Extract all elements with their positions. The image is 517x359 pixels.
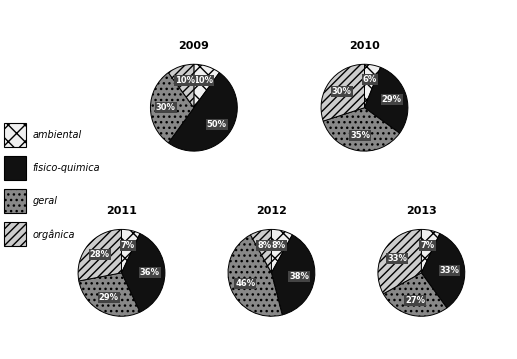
Wedge shape (271, 235, 315, 315)
Wedge shape (78, 229, 121, 281)
Wedge shape (364, 67, 408, 133)
Text: ambiental: ambiental (32, 130, 82, 140)
Text: 36%: 36% (140, 268, 160, 278)
Text: 29%: 29% (382, 95, 402, 104)
Wedge shape (150, 73, 194, 143)
Text: fisico-quimica: fisico-quimica (32, 163, 100, 173)
Title: 2010: 2010 (349, 41, 380, 51)
Text: 27%: 27% (405, 296, 425, 305)
Wedge shape (364, 64, 381, 108)
Text: 33%: 33% (439, 266, 460, 275)
Text: 28%: 28% (90, 250, 110, 259)
Text: 8%: 8% (257, 241, 271, 250)
Title: 2011: 2011 (106, 206, 137, 216)
Text: 35%: 35% (350, 131, 370, 140)
Text: 7%: 7% (120, 241, 135, 250)
Wedge shape (421, 229, 440, 273)
Wedge shape (321, 64, 364, 121)
Text: 29%: 29% (99, 294, 119, 303)
Title: 2013: 2013 (406, 206, 437, 216)
Text: 33%: 33% (387, 254, 407, 263)
Wedge shape (271, 229, 292, 273)
Text: 10%: 10% (175, 76, 195, 85)
Text: 7%: 7% (420, 241, 435, 250)
Wedge shape (79, 273, 140, 316)
Bar (4, 156, 26, 180)
Wedge shape (378, 229, 421, 294)
Bar (4, 189, 26, 213)
Text: 38%: 38% (290, 272, 309, 281)
Bar (4, 222, 26, 246)
Wedge shape (323, 108, 400, 151)
Wedge shape (169, 73, 237, 151)
Wedge shape (121, 229, 140, 273)
Text: 50%: 50% (207, 120, 227, 129)
Wedge shape (194, 64, 219, 108)
Text: 6%: 6% (362, 75, 377, 84)
Text: 10%: 10% (193, 76, 212, 85)
Text: orgânica: orgânica (32, 229, 75, 239)
Text: geral: geral (32, 196, 57, 206)
Text: 30%: 30% (332, 87, 352, 95)
Text: 46%: 46% (235, 279, 255, 288)
Wedge shape (228, 235, 282, 316)
Wedge shape (383, 273, 447, 316)
Wedge shape (251, 229, 271, 273)
Bar (4, 123, 26, 147)
Title: 2009: 2009 (178, 41, 209, 51)
Title: 2012: 2012 (256, 206, 287, 216)
Wedge shape (121, 234, 165, 312)
Wedge shape (169, 64, 194, 108)
Wedge shape (421, 234, 465, 308)
Text: 30%: 30% (156, 103, 176, 112)
Text: 8%: 8% (271, 241, 285, 250)
